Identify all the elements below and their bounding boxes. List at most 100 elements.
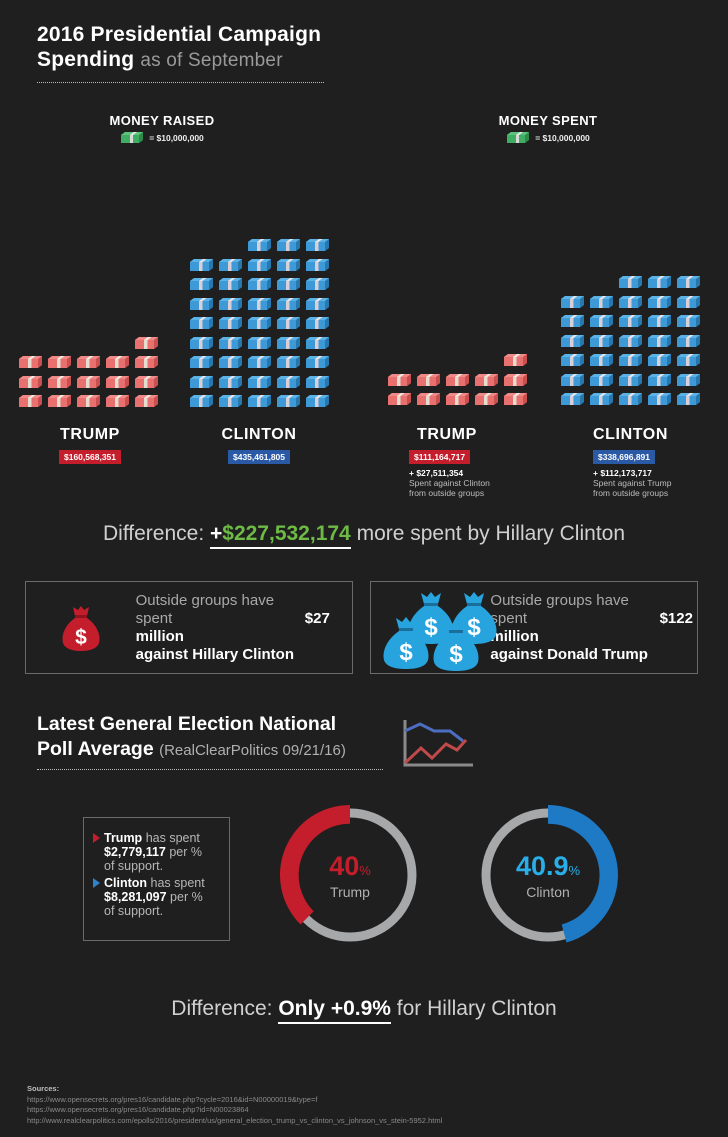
cash-stack-icon bbox=[445, 392, 470, 406]
cash-stack-icon bbox=[276, 394, 301, 408]
cash-stack-icon bbox=[134, 394, 159, 408]
cash-stack-icon bbox=[560, 373, 585, 387]
cash-stack-icon bbox=[618, 314, 643, 328]
outside-groups-against-clinton: $ Outside groups have spent $27 million … bbox=[25, 581, 353, 674]
cash-stack-icon bbox=[618, 373, 643, 387]
poll-title-line-2: Poll Average (RealClearPolitics 09/21/16… bbox=[37, 738, 346, 760]
extra-amount: + $27,511,354 bbox=[409, 468, 464, 478]
cash-stack-icon bbox=[276, 355, 301, 369]
cash-stack-icon bbox=[647, 295, 672, 309]
cash-stack-icon bbox=[218, 258, 243, 272]
source-link[interactable]: https://www.opensecrets.org/pres16/candi… bbox=[27, 1094, 318, 1104]
cash-stack-icon bbox=[676, 392, 701, 406]
cash-stack-icon bbox=[618, 295, 643, 309]
cash-stack-icon bbox=[218, 297, 243, 311]
amount-badge: $338,696,891 bbox=[593, 450, 655, 464]
cash-stack-icon bbox=[618, 334, 643, 348]
cash-stack-icon bbox=[647, 353, 672, 367]
cash-stack-icon bbox=[647, 334, 672, 348]
cash-stack-icon bbox=[676, 353, 701, 367]
triangle-bullet-icon bbox=[93, 833, 100, 843]
difference-value: +$227,532,174 bbox=[210, 522, 351, 549]
title-bold: Spending bbox=[37, 48, 135, 71]
sources: Sources: https://www.opensecrets.org/pre… bbox=[27, 1084, 442, 1126]
cash-stack-icon bbox=[247, 355, 272, 369]
candidate-name: TRUMP bbox=[417, 426, 477, 443]
cash-stack-icon bbox=[247, 336, 272, 350]
poll-source: (RealClearPolitics 09/21/16) bbox=[159, 742, 346, 759]
source-link[interactable]: https://www.opensecrets.org/pres16/candi… bbox=[27, 1105, 249, 1114]
clinton-poll-donut: 40.9% Clinton bbox=[473, 800, 623, 950]
source-link[interactable]: http://www.realclearpolitics.com/epolls/… bbox=[27, 1115, 443, 1125]
cash-stack-icon bbox=[618, 392, 643, 406]
outside-spending-note: + $112,173,717 Spent against Trump from … bbox=[593, 468, 693, 498]
cash-stack-icon bbox=[416, 373, 441, 387]
cash-stack-icon bbox=[105, 375, 130, 389]
cash-stack-icon bbox=[618, 275, 643, 289]
cash-stack-icon bbox=[218, 375, 243, 389]
cash-stack-icon bbox=[676, 314, 701, 328]
svg-text:$: $ bbox=[75, 626, 87, 649]
cash-stack-icon bbox=[560, 295, 585, 309]
spent-clinton-label: CLINTON $338,696,891 + $112,173,717 Spen… bbox=[593, 426, 693, 498]
cash-stack-icon bbox=[47, 375, 72, 389]
cash-stack-icon bbox=[647, 373, 672, 387]
cash-stack-icon bbox=[506, 131, 530, 144]
amount-badge: $435,461,805 bbox=[228, 450, 290, 464]
outside-spending-note: + $27,511,354 Spent against Clinton from… bbox=[409, 468, 509, 498]
candidate-name: TRUMP bbox=[60, 426, 120, 443]
cash-stack-icon bbox=[589, 334, 614, 348]
cash-stack-icon bbox=[189, 277, 214, 291]
cash-stack-icon bbox=[18, 355, 43, 369]
amount-badge: $160,568,351 bbox=[59, 450, 121, 464]
cash-stack-icon bbox=[247, 238, 272, 252]
cash-stack-icon bbox=[305, 277, 330, 291]
poll-section-title: Latest General Election National Poll Av… bbox=[37, 712, 383, 770]
cash-stack-icon bbox=[589, 295, 614, 309]
pictogram-spent-clinton bbox=[560, 275, 701, 406]
outside-groups-text: Outside groups have spent $27 million ag… bbox=[135, 591, 330, 663]
cash-stack-icon bbox=[305, 297, 330, 311]
cash-stack-icon bbox=[676, 275, 701, 289]
difference-label: Difference: bbox=[102, 522, 205, 545]
extra-note-1: Spent against Trump bbox=[593, 478, 672, 488]
trump-poll-label: Trump bbox=[330, 883, 370, 900]
cash-stack-icon bbox=[76, 375, 101, 389]
extra-amount: + $112,173,717 bbox=[593, 468, 652, 478]
cash-stack-icon bbox=[276, 316, 301, 330]
cash-stack-icon bbox=[218, 394, 243, 408]
cash-stack-icon bbox=[134, 336, 159, 350]
cash-stack-icon bbox=[387, 392, 412, 406]
cash-stack-icon bbox=[218, 277, 243, 291]
cash-stack-icon bbox=[474, 373, 499, 387]
cash-stack-icon bbox=[647, 392, 672, 406]
cash-stack-icon bbox=[305, 316, 330, 330]
cash-stack-icon bbox=[47, 394, 72, 408]
raised-trump-label: TRUMP $160,568,351 bbox=[30, 426, 150, 465]
cash-stack-icon bbox=[189, 297, 214, 311]
difference-label: Difference: bbox=[171, 997, 273, 1020]
cash-stack-icon bbox=[120, 131, 144, 144]
cash-stack-icon bbox=[305, 394, 330, 408]
cash-stack-icon bbox=[189, 355, 214, 369]
cash-stack-icon bbox=[503, 353, 528, 367]
clinton-poll-label: Clinton bbox=[526, 883, 570, 900]
line-chart-icon bbox=[400, 715, 475, 770]
legend-money-spent: MONEY SPENT = $10,000,000 bbox=[478, 113, 618, 144]
cash-stack-icon bbox=[47, 355, 72, 369]
cash-stack-icon bbox=[18, 375, 43, 389]
title-line-1: 2016 Presidential Campaign bbox=[37, 23, 322, 46]
page-title: 2016 Presidential Campaign Spending as o… bbox=[37, 22, 327, 83]
cash-stack-icon bbox=[618, 353, 643, 367]
cash-stack-icon bbox=[218, 336, 243, 350]
candidate-name: CLINTON bbox=[593, 426, 669, 443]
cash-stack-icon bbox=[189, 258, 214, 272]
cash-stack-icon bbox=[276, 277, 301, 291]
cash-stack-icon bbox=[560, 392, 585, 406]
candidate-name: CLINTON bbox=[221, 426, 297, 443]
cash-stack-icon bbox=[647, 314, 672, 328]
cash-stack-icon bbox=[647, 275, 672, 289]
clinton-poll-percent: 40.9 bbox=[515, 850, 569, 881]
cash-stack-icon bbox=[589, 314, 614, 328]
cash-stack-icon bbox=[387, 373, 412, 387]
